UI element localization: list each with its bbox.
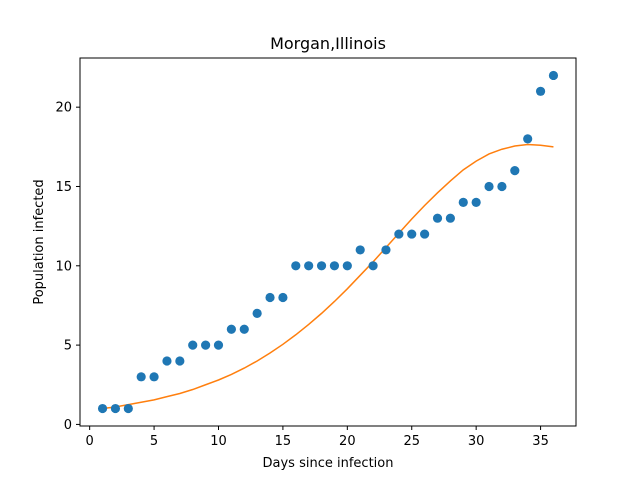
- y-axis-label: Population infected: [32, 179, 47, 304]
- x-tick-label: 15: [275, 434, 292, 449]
- data-point: [523, 134, 533, 144]
- data-point: [304, 261, 314, 271]
- data-point: [162, 356, 172, 366]
- data-point: [265, 292, 275, 303]
- x-tick-label: 30: [468, 434, 485, 449]
- data-point: [226, 324, 236, 334]
- data-point: [149, 372, 159, 382]
- data-point: [535, 86, 546, 96]
- data-point: [329, 261, 340, 271]
- data-point: [510, 166, 520, 176]
- data-point: [394, 229, 404, 239]
- x-tick-label: 25: [403, 434, 420, 449]
- data-point: [136, 372, 146, 382]
- fitted-curve-line: [102, 143, 554, 410]
- data-point: [291, 261, 301, 271]
- data-point: [407, 229, 417, 239]
- data-point: [175, 356, 185, 366]
- y-tick-label: 5: [64, 339, 72, 354]
- x-tick-label: 35: [532, 434, 549, 449]
- data-point: [368, 261, 378, 271]
- data-point: [445, 213, 455, 223]
- data-point: [201, 340, 211, 350]
- y-tick-label: 15: [55, 180, 72, 195]
- data-point: [97, 403, 108, 414]
- data-point: [188, 340, 198, 350]
- x-tick-label: 5: [150, 434, 158, 449]
- x-tick-label: 0: [86, 434, 94, 449]
- data-point: [239, 324, 249, 334]
- x-tick-label: 10: [210, 434, 227, 449]
- data-point: [123, 403, 133, 414]
- data-point: [497, 181, 507, 192]
- data-point: [252, 308, 262, 318]
- x-tick-label: 20: [339, 434, 356, 449]
- data-point: [471, 197, 481, 207]
- data-point: [316, 261, 327, 271]
- data-point: [278, 292, 288, 303]
- y-tick-label: 10: [55, 259, 72, 274]
- data-point: [548, 70, 559, 81]
- data-point: [213, 340, 224, 350]
- chart-title: Morgan,Illinois: [270, 34, 386, 53]
- plot-area: [97, 70, 559, 414]
- data-point: [484, 181, 494, 192]
- data-point: [432, 213, 443, 223]
- y-tick-label: 20: [55, 101, 72, 116]
- data-point: [110, 403, 121, 414]
- axis-ticks: 0 5 10 15 20 25 30 35 0 5 10 15 20: [55, 101, 548, 449]
- x-axis-label: Days since infection: [263, 456, 394, 471]
- data-point: [458, 197, 468, 207]
- data-point: [381, 245, 391, 255]
- data-point: [342, 261, 352, 271]
- data-point: [420, 229, 430, 239]
- y-tick-label: 0: [64, 418, 72, 433]
- axes-frame: [79, 57, 577, 427]
- data-point: [355, 245, 365, 255]
